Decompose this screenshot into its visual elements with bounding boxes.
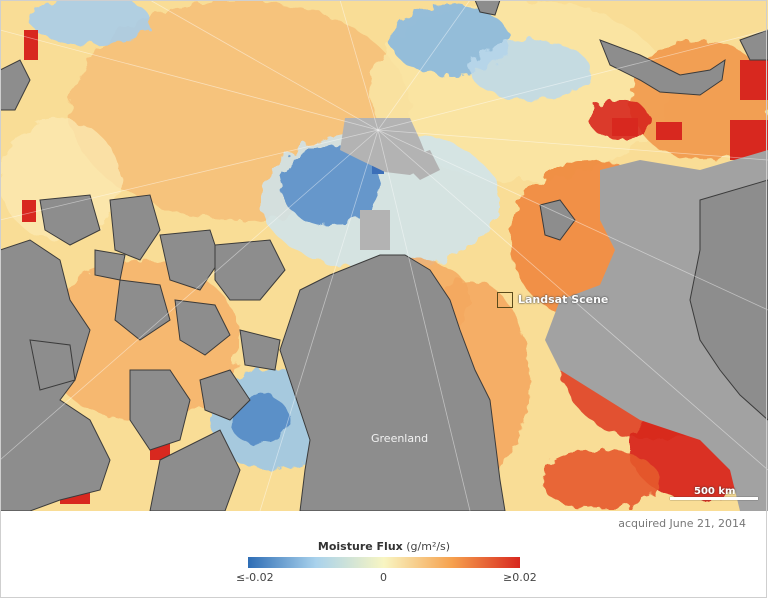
greenland-label: Greenland [371, 432, 429, 445]
legend-max-label: ≥0.02 [503, 571, 537, 584]
landsat-scene-label: Landsat Scene [518, 293, 609, 306]
acquisition-date: acquired June 21, 2014 [618, 517, 746, 530]
pole-data-gap [340, 118, 440, 250]
legend-mid-label: 0 [380, 571, 387, 584]
scale-bar-label: 500 km [694, 486, 736, 497]
eastern-land [474, 0, 768, 511]
western-land [0, 59, 286, 511]
legend-title: Moisture Flux (g/m²/s) [0, 540, 768, 553]
legend-min-label: ≤-0.02 [236, 571, 274, 584]
moisture-flux-map [0, 0, 768, 511]
landsat-scene-marker [497, 292, 513, 308]
greenland-land [279, 254, 506, 511]
legend-title-text: Moisture Flux [317, 540, 403, 553]
scale-bar [670, 497, 758, 500]
legend-color-bar [248, 557, 520, 568]
legend-unit: (g/m²/s) [406, 540, 451, 553]
graticule [0, 0, 768, 511]
